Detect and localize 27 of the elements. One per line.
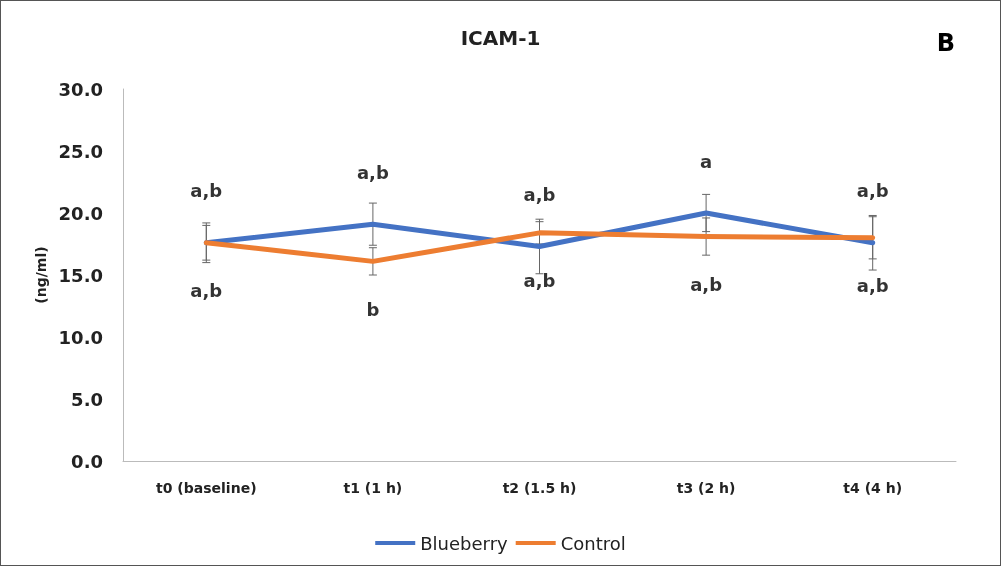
annotation: a,b [190,280,223,302]
x-tick-label: t0 (baseline) [156,480,257,496]
chart-title: ICAM-1 [460,26,541,50]
x-tick-label: t1 (1 h) [343,480,403,496]
text: B [936,29,955,57]
legend-label: Control [560,532,626,554]
x-tick-label: t2 (1.5 h) [502,480,577,496]
y-axis-title: (ng/ml) [32,246,49,304]
y-tick-label: 20.0 [58,202,103,224]
y-tick-label: 30.0 [58,78,103,100]
annotation: b [366,298,380,320]
legend-label: Blueberry [420,532,509,554]
y-tick-label: 15.0 [58,264,103,286]
annotation: a,b [523,270,556,292]
annotation: a,b [856,275,889,297]
y-tick-label: 10.0 [58,326,103,348]
x-tick-label: t4 (4 h) [843,480,903,496]
annotation: a,b [356,161,389,183]
annotation: a,b [856,180,889,202]
annotation: a,b [690,274,723,296]
annotation: a,b [190,180,223,202]
x-tick-label: t3 (2 h) [676,480,736,496]
y-tick-label: 25.0 [58,140,103,162]
y-tick-label: 0.0 [71,450,103,472]
y-tick-label: 5.0 [71,388,103,410]
annotation: a,b [523,183,556,205]
annotation: a [700,150,713,172]
